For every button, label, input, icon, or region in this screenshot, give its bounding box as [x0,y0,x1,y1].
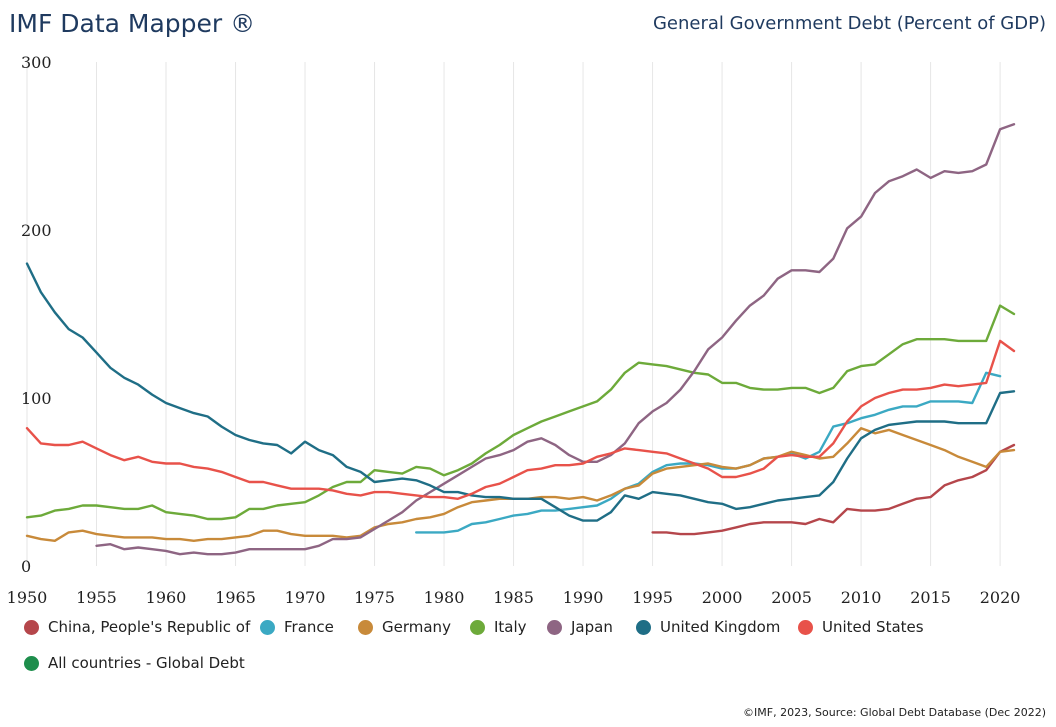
x-tick-label: 1960 [146,588,187,607]
source-note: ©IMF, 2023, Source: Global Debt Database… [743,706,1046,719]
x-tick-label: 2000 [702,588,743,607]
y-tick-label: 100 [21,389,52,408]
series-line-4 [95,122,1016,556]
legend-label: United Kingdom [660,618,781,636]
x-tick-label: 2020 [980,588,1021,607]
series-line-0 [651,443,1016,536]
legend-label: Japan [571,618,613,636]
x-tick-label: 1975 [354,588,395,607]
legend-swatch [24,655,39,671]
legend-item[interactable]: France [260,618,334,636]
legend-item[interactable]: All countries - Global Debt [24,654,245,672]
legend-swatch [547,619,562,635]
x-tick-label: 2010 [841,588,882,607]
grid-lines [26,62,1001,566]
legend-label: All countries - Global Debt [48,654,245,672]
x-tick-label: 1985 [493,588,534,607]
legend-swatch [358,619,373,635]
legend-swatch [798,619,813,635]
legend-item[interactable]: Japan [547,618,613,636]
y-axis: 0 100 200 300 [21,53,52,576]
x-tick-label: 1950 [7,588,48,607]
legend-swatch [24,619,39,635]
x-tick-label: 1965 [215,588,256,607]
y-tick-label: 0 [21,557,31,576]
series-line-6 [25,339,1016,500]
y-tick-label: 200 [21,221,52,240]
x-tick-label: 1995 [632,588,673,607]
legend-label: Italy [494,618,527,636]
legend-label: China, People's Republic of [48,618,251,636]
series-line-1 [415,371,1002,534]
x-tick-label: 2005 [771,588,812,607]
legend-label: France [284,618,334,636]
legend-label: Germany [382,618,451,636]
x-tick-label: 1990 [563,588,604,607]
brand-title: IMF Data Mapper ® [9,9,256,38]
series-line-5 [25,262,1016,522]
x-tick-label: 1970 [285,588,326,607]
y-tick-label: 300 [21,53,52,72]
legend-swatch [636,619,651,635]
legend-item[interactable]: Italy [470,618,527,636]
x-tick-label: 1955 [76,588,117,607]
legend-label: United States [822,618,924,636]
legend-item[interactable]: Germany [358,618,451,636]
legend-item[interactable]: United States [798,618,924,636]
x-tick-label: 2015 [910,588,951,607]
chart-title: General Government Debt (Percent of GDP) [652,13,1046,34]
series-line-3 [25,304,1016,521]
legend-swatch [470,619,485,635]
series-lines [25,122,1016,556]
legend-swatch [260,619,275,635]
x-axis: 1950 1955 1960 1965 1970 1975 1980 1985 1990 1995… [7,588,1021,607]
x-tick-label: 1980 [424,588,465,607]
legend-item[interactable]: China, People's Republic of [24,618,250,636]
legend-item[interactable]: United Kingdom [636,618,780,636]
